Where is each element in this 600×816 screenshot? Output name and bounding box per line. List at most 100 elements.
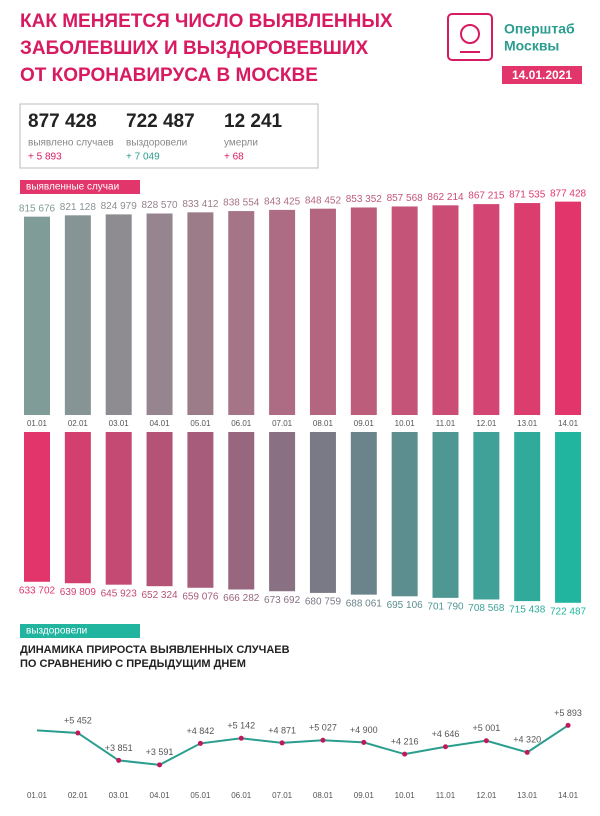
x-tick-label: 12.01: [476, 419, 497, 428]
bar: [146, 213, 173, 415]
date: 14.01.2021: [512, 68, 572, 82]
value-label: +4 871: [268, 725, 296, 735]
value-label: +5 027: [309, 723, 337, 733]
logo: [447, 13, 493, 61]
value-label: 659 076: [182, 591, 219, 602]
x-tick-label: 02.01: [68, 419, 89, 428]
title-line: КАК МЕНЯЕТСЯ ЧИСЛО ВЫЯВЛЕННЫХ: [20, 11, 393, 32]
bar: [350, 207, 377, 415]
stat-value: 877 428: [28, 111, 97, 132]
stat-change: + 68: [224, 152, 244, 163]
point: [197, 740, 203, 746]
line: [36, 724, 569, 766]
chart-title: ПО СРАВНЕНИЮ С ПРЕДЫДУЩИМ ДНЕМ: [20, 658, 246, 670]
value-label: 833 412: [182, 199, 219, 210]
x-tick-label: 11.01: [436, 791, 456, 800]
series-label-box: [20, 624, 140, 638]
value-label: 853 352: [346, 194, 383, 205]
value-label: 867 215: [468, 191, 505, 202]
bar: [432, 432, 459, 598]
point: [524, 749, 530, 755]
bar: [555, 432, 582, 603]
x-tick-label: 13.01: [517, 791, 538, 800]
value-label: 857 568: [387, 193, 424, 204]
bar: [24, 432, 50, 582]
chart-title: ДИНАМИКА ПРИРОСТА ВЫЯВЛЕННЫХ СЛУЧАЕВ: [20, 644, 290, 656]
bar: [105, 214, 132, 415]
value-label: 862 214: [427, 192, 464, 203]
value-label: 695 106: [387, 600, 424, 611]
point: [483, 738, 489, 744]
bar: [269, 432, 296, 592]
value-label: +5 452: [64, 715, 92, 725]
value-label: 821 128: [60, 202, 97, 213]
x-tick-label: 02.01: [68, 791, 89, 800]
stat-change: + 7 049: [126, 152, 160, 163]
logo-emblem: [460, 24, 480, 44]
value-label: +5 142: [227, 721, 255, 731]
bar: [64, 432, 91, 584]
bar: [514, 203, 541, 415]
x-tick-label: 03.01: [109, 419, 130, 428]
bar: [309, 208, 336, 415]
x-tick-label: 05.01: [190, 791, 211, 800]
x-tick-label: 12.01: [476, 791, 497, 800]
x-tick-label: 05.01: [190, 419, 211, 428]
value-label: 708 568: [468, 603, 505, 614]
date-badge: [502, 66, 582, 84]
value-label: +4 900: [350, 725, 378, 735]
series-label: выявленные случаи: [26, 182, 119, 193]
value-label: 715 438: [509, 605, 546, 616]
value-label: 871 535: [509, 190, 546, 201]
point: [361, 739, 367, 745]
point: [116, 757, 122, 763]
bar: [269, 209, 296, 415]
series-label: выздоровели: [26, 626, 87, 637]
value-label: 680 759: [305, 597, 342, 608]
x-tick-label: 06.01: [231, 419, 252, 428]
bar: [473, 204, 500, 415]
bar: [228, 432, 255, 590]
logo-frame: [447, 13, 493, 61]
bar: [146, 432, 173, 587]
value-label: +4 842: [187, 726, 215, 736]
bar: [391, 206, 418, 415]
value-label: +3 851: [105, 743, 133, 753]
x-tick-label: 14.01: [558, 419, 579, 428]
bar: [24, 216, 50, 415]
value-label: +3 591: [146, 747, 174, 757]
x-tick-label: 10.01: [395, 419, 416, 428]
x-tick-label: 08.01: [313, 419, 334, 428]
logo-text: Москвы: [504, 38, 559, 54]
value-label: 688 061: [346, 598, 383, 609]
stat-value: 722 487: [126, 111, 195, 132]
x-tick-label: 11.01: [436, 419, 456, 428]
bar: [432, 205, 459, 415]
bar: [105, 432, 132, 585]
value-label: 843 425: [264, 197, 301, 208]
x-tick-label: 08.01: [313, 791, 334, 800]
x-tick-label: 06.01: [231, 791, 252, 800]
logo-text: Оперштаб: [504, 21, 575, 37]
value-label: 877 428: [550, 188, 587, 199]
point: [75, 730, 81, 736]
value-label: +5 001: [472, 723, 500, 733]
value-label: 815 676: [19, 203, 56, 214]
point: [157, 762, 163, 768]
x-tick-label: 10.01: [395, 791, 416, 800]
value-label: 701 790: [427, 602, 464, 613]
point: [279, 740, 285, 746]
value-label: +4 646: [432, 729, 460, 739]
value-label: 722 487: [550, 606, 587, 617]
point: [402, 751, 408, 757]
value-label: 652 324: [141, 590, 178, 601]
value-label: 848 452: [305, 195, 342, 206]
x-tick-label: 14.01: [558, 791, 579, 800]
bar: [64, 215, 91, 415]
stat-label: выздоровели: [126, 138, 187, 149]
value-label: +4 216: [391, 737, 419, 747]
bar: [391, 432, 418, 597]
x-tick-label: 07.01: [272, 791, 293, 800]
value-label: 824 979: [101, 201, 138, 212]
